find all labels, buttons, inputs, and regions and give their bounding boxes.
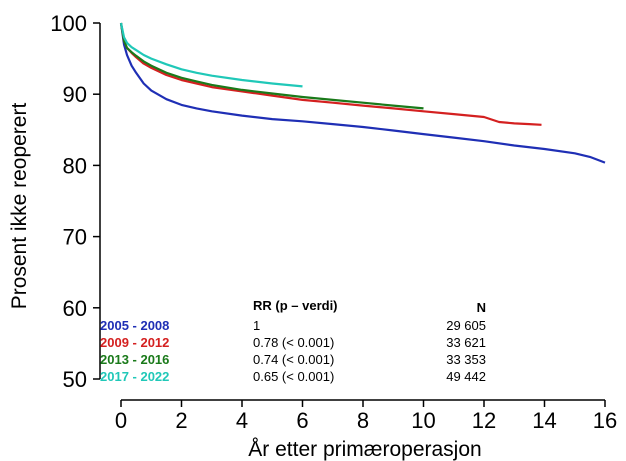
legend-period-2: 2013 - 2016 bbox=[100, 352, 169, 367]
x-tick-label: 0 bbox=[115, 408, 127, 433]
legend-rr-0: 1 bbox=[253, 318, 260, 333]
x-tick-label: 2 bbox=[175, 408, 187, 433]
legend-n-1: 33 621 bbox=[446, 335, 486, 350]
legend-rr-3: 0.65 (< 0.001) bbox=[253, 369, 334, 384]
y-tick-label: 70 bbox=[63, 225, 87, 250]
x-tick-label: 14 bbox=[532, 408, 556, 433]
x-tick-label: 12 bbox=[472, 408, 496, 433]
x-tick-label: 10 bbox=[411, 408, 435, 433]
y-tick-label: 60 bbox=[63, 296, 87, 321]
series-line-0 bbox=[119, 22, 606, 164]
y-tick-label: 90 bbox=[63, 82, 87, 107]
legend-period-1: 2009 - 2012 bbox=[100, 335, 169, 350]
legend-header-n: N bbox=[477, 300, 486, 315]
series-line-2 bbox=[119, 22, 424, 110]
x-tick-label: 4 bbox=[236, 408, 248, 433]
legend-n-0: 29 605 bbox=[446, 318, 486, 333]
series-line-3 bbox=[119, 22, 303, 88]
legend-n-3: 49 442 bbox=[446, 369, 486, 384]
x-tick-label: 6 bbox=[296, 408, 308, 433]
legend-rr-1: 0.78 (< 0.001) bbox=[253, 335, 334, 350]
legend-n-2: 33 353 bbox=[446, 352, 486, 367]
legend-period-3: 2017 - 2022 bbox=[100, 369, 169, 384]
y-tick-label: 50 bbox=[63, 367, 87, 392]
x-tick-label: 8 bbox=[357, 408, 369, 433]
series-line-1 bbox=[119, 22, 542, 126]
y-tick-label: 80 bbox=[63, 153, 87, 178]
legend-rr-2: 0.74 (< 0.001) bbox=[253, 352, 334, 367]
plot-area bbox=[119, 22, 606, 164]
axes: 0 2 4 6 8 10 12 14 16 50 60 70 80 90 100 bbox=[50, 11, 617, 433]
y-tick-label: 100 bbox=[50, 11, 87, 36]
legend-header-rr: RR (p – verdi) bbox=[253, 298, 338, 313]
x-axis-title: År etter primæroperasjon bbox=[248, 438, 481, 461]
y-axis-title: Prosent ikke reoperert bbox=[8, 103, 31, 310]
legend: RR (p – verdi) N 2005 - 2008 1 29 605 2009 … bbox=[100, 298, 486, 384]
x-tick-label: 16 bbox=[593, 408, 617, 433]
legend-period-0: 2005 - 2008 bbox=[100, 318, 169, 333]
